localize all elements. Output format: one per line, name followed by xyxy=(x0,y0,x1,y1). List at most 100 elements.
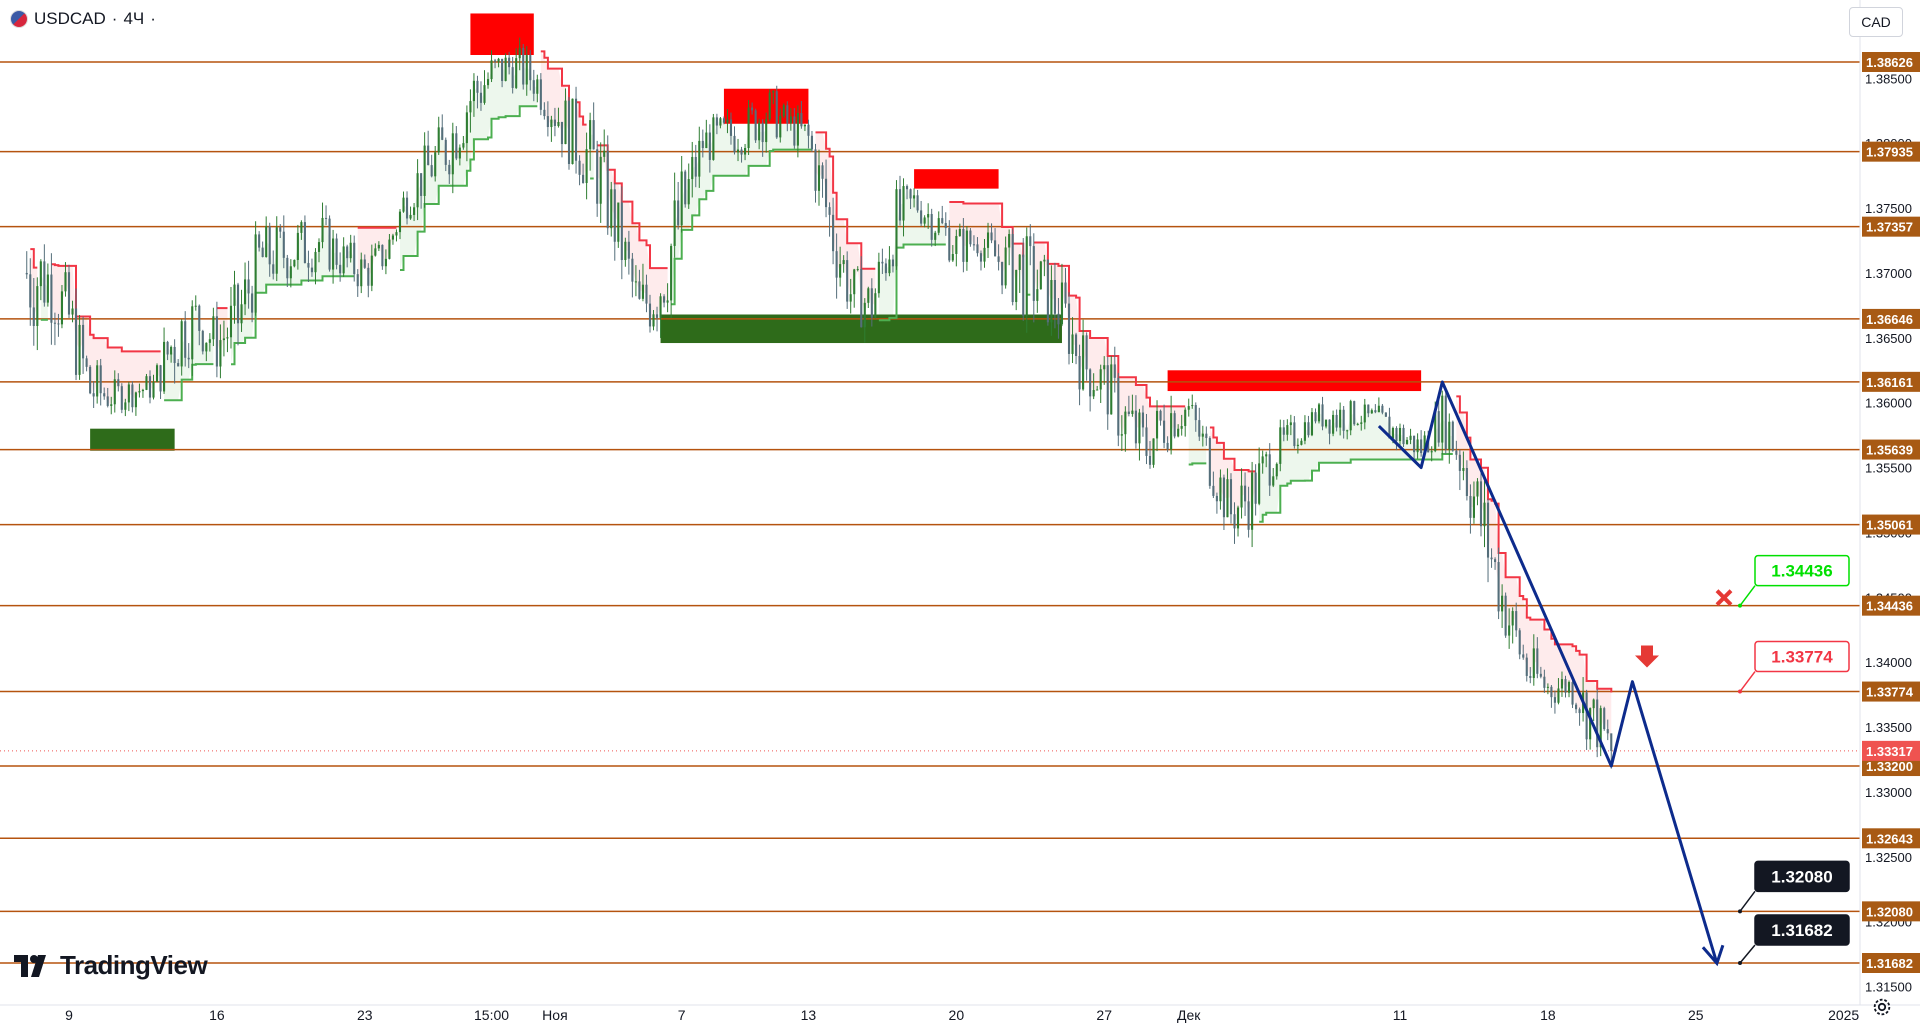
bullish-candle xyxy=(1346,430,1349,432)
bearish-candle xyxy=(32,307,35,326)
bullish-candle xyxy=(888,259,891,274)
bearish-candle xyxy=(775,91,778,138)
bearish-candle xyxy=(684,171,687,205)
bullish-candle xyxy=(472,80,475,102)
bullish-candle xyxy=(377,244,380,249)
bearish-candle xyxy=(1529,675,1532,678)
bearish-candle xyxy=(1603,708,1606,730)
sell-arrow-down-icon xyxy=(1635,645,1659,668)
bearish-candle xyxy=(328,218,331,270)
bullish-candle xyxy=(673,200,676,246)
bearish-candle xyxy=(648,303,652,327)
gear-icon[interactable] xyxy=(1871,996,1893,1018)
bullish-candle xyxy=(849,294,852,302)
bearish-candle xyxy=(106,396,109,406)
bearish-candle xyxy=(1539,673,1542,677)
bearish-candle xyxy=(1494,559,1497,563)
bearish-candle xyxy=(832,214,835,252)
bullish-candle xyxy=(36,286,39,326)
price-tag-text: 1.31682 xyxy=(1771,921,1832,940)
bullish-candle xyxy=(462,143,465,148)
bullish-candle xyxy=(1483,502,1486,527)
bearish-candle xyxy=(969,230,972,245)
currency-button[interactable]: CAD xyxy=(1849,7,1903,37)
interval-label[interactable]: 4Ч xyxy=(123,9,145,28)
bearish-candle xyxy=(620,202,623,261)
bullish-candle xyxy=(134,392,137,408)
bearish-candle xyxy=(1117,377,1120,436)
bearish-candle xyxy=(677,200,680,226)
bullish-candle xyxy=(937,218,940,233)
bullish-candle xyxy=(1036,289,1039,301)
uptrend-fill xyxy=(164,306,214,401)
bearish-candle xyxy=(184,321,187,358)
bearish-candle xyxy=(722,118,725,123)
bearish-candle xyxy=(405,197,409,219)
bullish-candle xyxy=(321,217,324,243)
bearish-candle xyxy=(1229,479,1233,515)
time-tick-label: Дек xyxy=(1177,1007,1201,1023)
bearish-candle xyxy=(1113,364,1116,378)
time-tick-label: 7 xyxy=(678,1007,686,1023)
bearish-candle xyxy=(870,288,873,318)
bullish-candle xyxy=(391,235,395,240)
bullish-candle xyxy=(983,247,986,262)
bearish-candle xyxy=(1194,405,1197,421)
bearish-candle xyxy=(279,227,282,232)
bearish-candle xyxy=(1490,557,1493,560)
symbol-header[interactable]: USDCAD · 4Ч · xyxy=(10,8,156,30)
bearish-candle xyxy=(786,105,789,124)
uptrend-fill xyxy=(1259,408,1453,522)
bearish-candle xyxy=(310,267,314,273)
bullish-candle xyxy=(571,98,574,165)
bullish-candle xyxy=(1092,390,1095,397)
bearish-candle xyxy=(916,195,919,211)
bullish-candle xyxy=(803,124,806,127)
bullish-candle xyxy=(191,306,194,360)
us-canada-flag-icon xyxy=(10,10,28,28)
bullish-candle xyxy=(1275,463,1278,477)
supply-zone xyxy=(914,169,999,189)
bullish-candle xyxy=(599,156,602,204)
bearish-candle xyxy=(1402,427,1405,445)
projection-path xyxy=(1377,380,1719,964)
bullish-candle xyxy=(413,207,416,215)
uptrend-trailing-stop xyxy=(400,105,538,271)
bullish-candle xyxy=(1018,254,1021,270)
bullish-candle xyxy=(374,248,377,256)
bearish-candle xyxy=(1046,259,1049,323)
bearish-candle xyxy=(1163,420,1166,443)
bearish-candle xyxy=(261,247,264,257)
bearish-candle xyxy=(1564,679,1567,693)
price-tick-label: 1.33500 xyxy=(1865,720,1912,735)
bearish-candle xyxy=(272,264,275,274)
bearish-candle xyxy=(807,124,810,136)
uptrend-trailing-stop xyxy=(164,363,214,402)
bullish-candle xyxy=(772,91,775,93)
bullish-candle xyxy=(78,324,81,375)
price-axis-layer: 1.385001.380001.375001.370001.365001.360… xyxy=(1859,0,1920,1030)
level-price-text: 1.33774 xyxy=(1866,685,1914,700)
bearish-candle xyxy=(1479,481,1483,527)
bullish-candle xyxy=(1286,425,1289,435)
bullish-candle xyxy=(1589,708,1592,740)
bullish-candle xyxy=(1272,476,1275,486)
bullish-candle xyxy=(958,228,961,236)
bullish-candle xyxy=(458,147,461,159)
bullish-candle xyxy=(226,337,229,339)
bullish-candle xyxy=(1201,433,1204,437)
bullish-candle xyxy=(1170,413,1173,450)
bearish-candle xyxy=(1254,472,1257,504)
downtrend-trailing-stop xyxy=(1033,241,1186,408)
bearish-candle xyxy=(1215,495,1218,502)
bearish-candle xyxy=(159,365,162,392)
bullish-candle xyxy=(212,316,215,340)
bullish-candle xyxy=(1240,485,1243,508)
bullish-candle xyxy=(265,226,268,257)
bearish-candle xyxy=(1166,442,1169,450)
level-price-text: 1.33200 xyxy=(1866,759,1913,774)
bullish-candle xyxy=(768,92,771,120)
symbol-name[interactable]: USDCAD xyxy=(34,9,106,28)
bearish-candle xyxy=(701,140,704,149)
